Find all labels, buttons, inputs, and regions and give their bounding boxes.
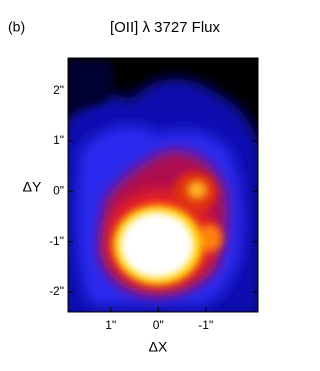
x-axis-label: ΔX	[149, 339, 168, 355]
panel-label: (b)	[8, 19, 25, 35]
y-tick-label: 0"	[53, 183, 64, 197]
x-tick-label: 1"	[105, 318, 116, 332]
y-tick-label: 1"	[53, 133, 64, 147]
flux-map	[68, 58, 258, 312]
y-tick-label: -1"	[49, 234, 64, 248]
chart-title: [OII] λ 3727 Flux	[110, 19, 221, 36]
plot-frame	[67, 57, 259, 313]
y-tick-label: 2"	[53, 83, 64, 97]
y-axis-label: ΔY	[23, 179, 42, 195]
x-tick-label: -1"	[198, 318, 213, 332]
y-tick-label: -2"	[49, 284, 64, 298]
x-tick-label: 0"	[153, 318, 164, 332]
